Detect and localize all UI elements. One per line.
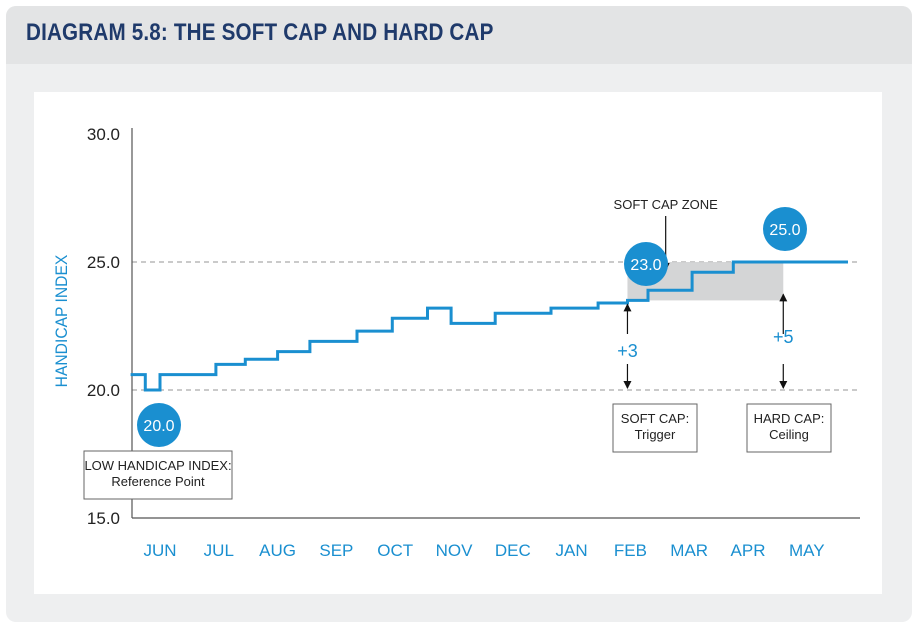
- low-index-bubble: 20.0: [137, 403, 181, 447]
- x-tick-label: JUN: [143, 541, 176, 560]
- hard-cap-box: HARD CAP:Ceiling: [746, 403, 832, 453]
- x-tick-label: DEC: [495, 541, 531, 560]
- y-tick-label: 25.0: [87, 253, 120, 272]
- x-tick-label: APR: [731, 541, 766, 560]
- low-index-box: LOW HANDICAP INDEX:Reference Point: [83, 450, 233, 500]
- low-index-box-frame: [83, 450, 233, 500]
- low-index-bubble-value: 20.0: [143, 418, 174, 435]
- soft-cap-zone-label: SOFT CAP ZONE: [614, 197, 719, 212]
- hard-cap-bubble: 25.0: [763, 207, 807, 251]
- soft-cap-box-line: Trigger: [635, 427, 676, 442]
- handicap-index-line: [130, 260, 848, 392]
- y-tick-label: 15.0: [87, 509, 120, 528]
- hard-cap-bubble-circle: [763, 207, 807, 251]
- x-tick-label: JAN: [556, 541, 588, 560]
- x-tick-label: JUL: [204, 541, 234, 560]
- y-tick-label: 20.0: [87, 381, 120, 400]
- x-tick-label: SEP: [319, 541, 353, 560]
- plot-panel: SOFT CAP ZONE 20.0 23.0 25.0 +3 +5 LOW HANDICA…: [34, 92, 882, 594]
- low-index-box-line: LOW HANDICAP INDEX:: [84, 458, 231, 473]
- hard-cap-bubble-value: 25.0: [769, 222, 800, 239]
- handicap-chart: SOFT CAP ZONE 20.0 23.0 25.0 +3 +5 LOW HANDICA…: [52, 125, 860, 560]
- x-tick-label: MAR: [670, 541, 708, 560]
- y-axis-label: HANDICAP INDEX: [52, 255, 71, 388]
- soft-cap-bubble-circle: [624, 242, 668, 286]
- hard-cap-delta: +5: [773, 327, 794, 347]
- soft-cap-box-frame: [612, 403, 698, 453]
- soft-cap-box: SOFT CAP:Trigger: [612, 403, 698, 453]
- y-tick-label: 30.0: [87, 125, 120, 144]
- soft-cap-box-line: SOFT CAP:: [621, 411, 689, 426]
- hard-cap-box-frame: [746, 403, 832, 453]
- x-tick-label: MAY: [789, 541, 825, 560]
- hard-cap-box-line: HARD CAP:: [754, 411, 825, 426]
- low-index-bubble-circle: [137, 403, 181, 447]
- x-tick-label: FEB: [614, 541, 647, 560]
- soft-cap-delta: +3: [617, 341, 638, 361]
- low-index-box-line: Reference Point: [111, 474, 205, 489]
- x-tick-label: OCT: [377, 541, 413, 560]
- soft-cap-bubble: 23.0: [624, 242, 668, 286]
- diagram-header: DIAGRAM 5.8: THE SOFT CAP AND HARD CAP: [6, 6, 912, 64]
- hard-cap-box-line: Ceiling: [769, 427, 809, 442]
- x-tick-label: AUG: [259, 541, 296, 560]
- diagram-card: DIAGRAM 5.8: THE SOFT CAP AND HARD CAP S…: [6, 6, 912, 622]
- diagram-title: DIAGRAM 5.8: THE SOFT CAP AND HARD CAP: [26, 19, 494, 46]
- soft-cap-bubble-value: 23.0: [630, 257, 661, 274]
- x-tick-label: NOV: [436, 541, 474, 560]
